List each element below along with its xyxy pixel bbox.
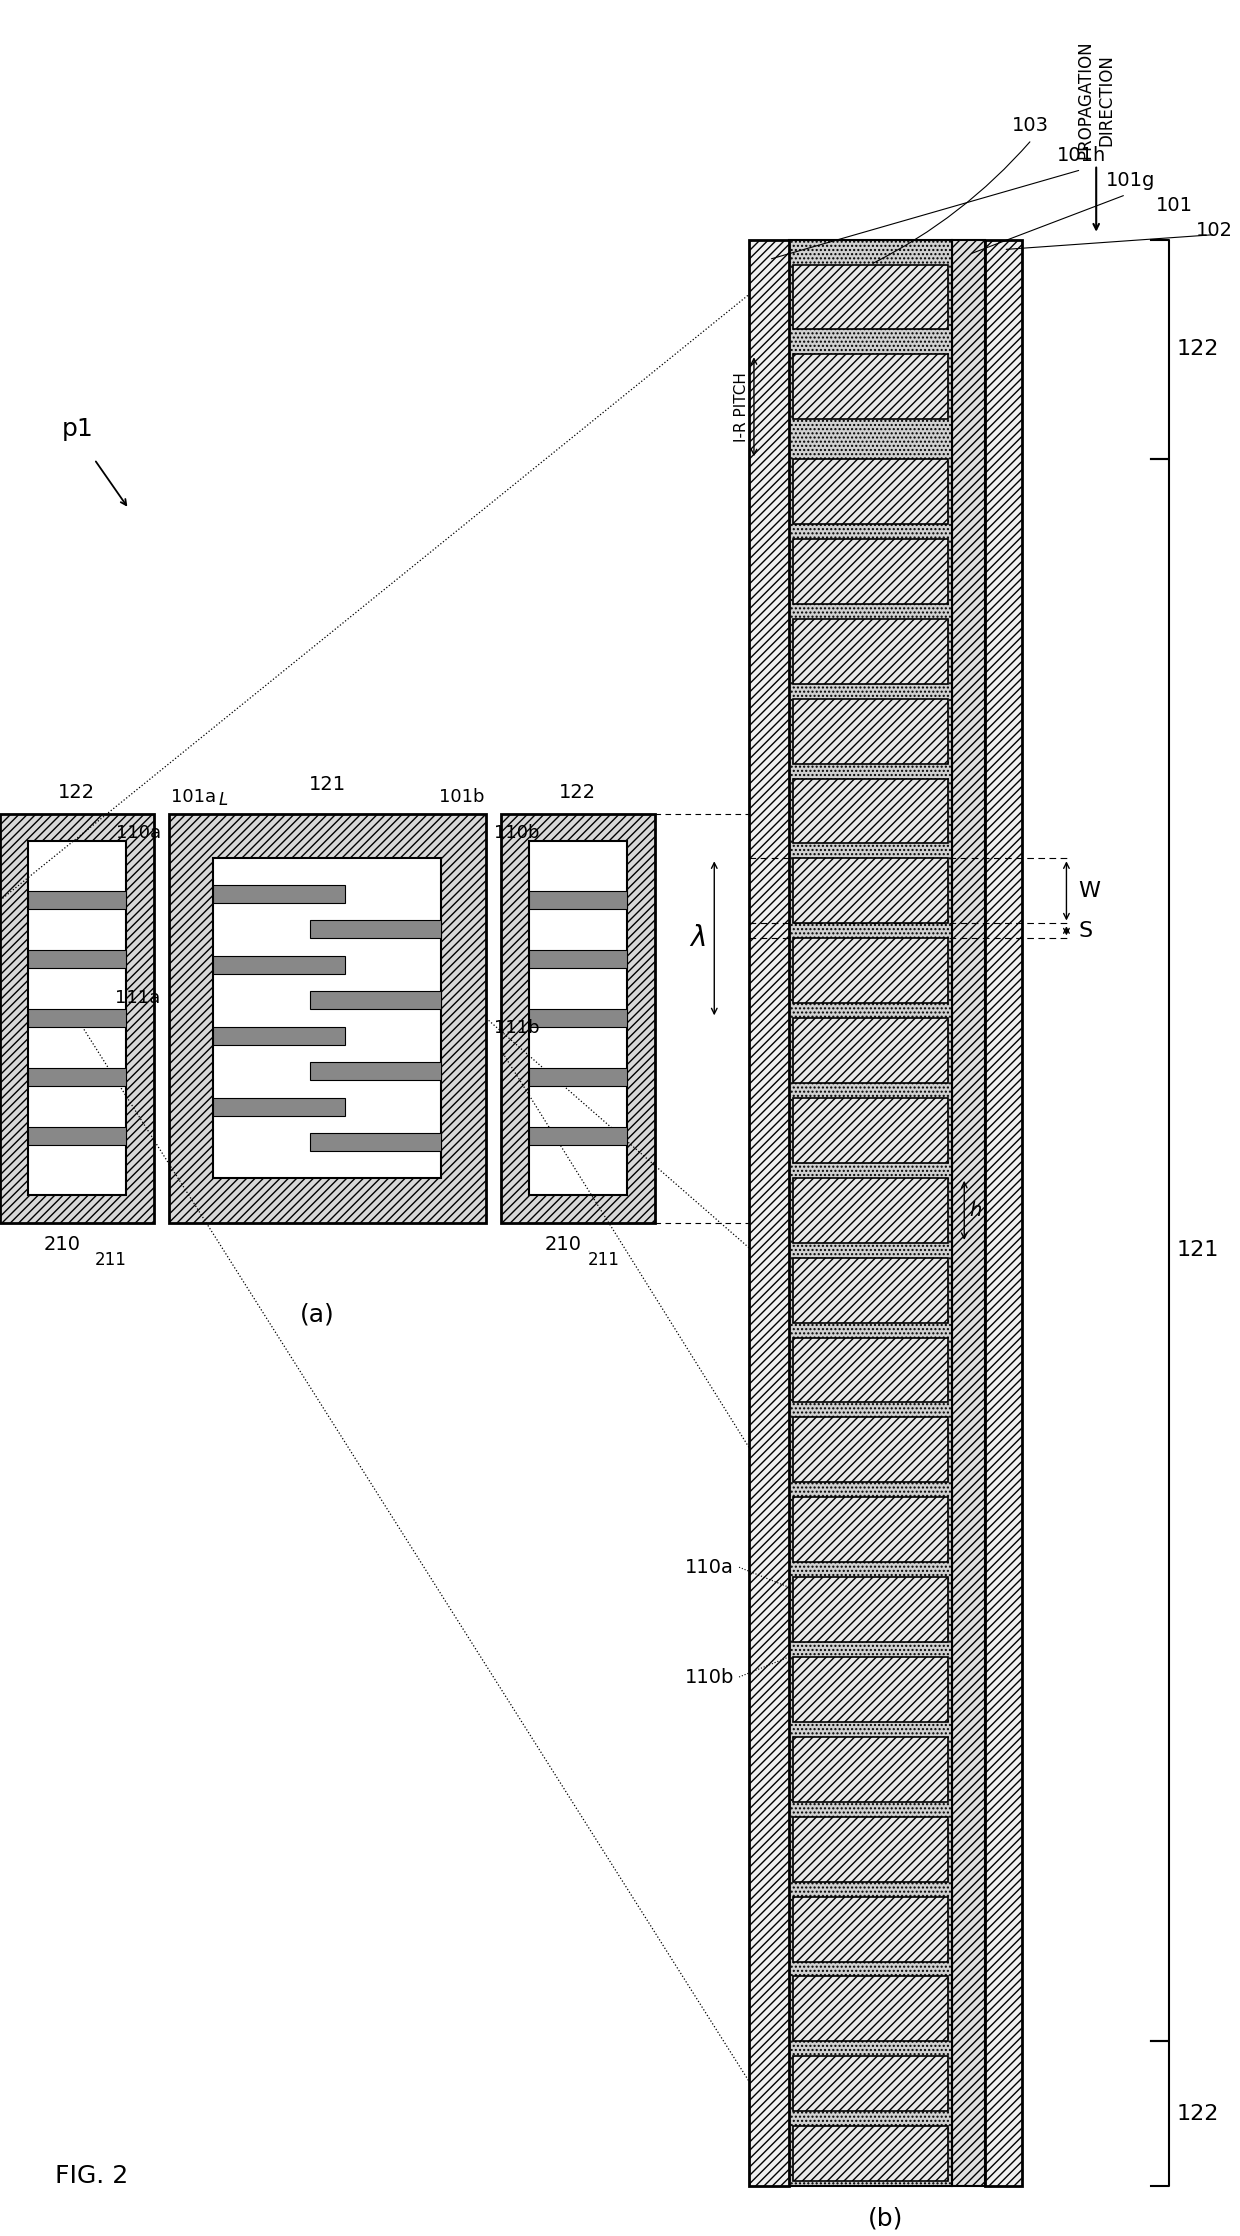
Bar: [792, 1818, 949, 1883]
Bar: [27, 1069, 126, 1087]
Bar: [528, 1008, 627, 1026]
Text: 110a: 110a: [686, 1558, 734, 1576]
Text: S: S: [1079, 921, 1092, 941]
Bar: [27, 1127, 126, 1145]
Text: 110b: 110b: [684, 1668, 734, 1686]
Text: h: h: [970, 1201, 982, 1221]
Bar: [749, 239, 789, 2187]
Bar: [792, 264, 949, 329]
Bar: [792, 1737, 949, 1802]
Text: 101h: 101h: [1056, 145, 1106, 165]
Bar: [169, 814, 486, 1223]
Bar: [310, 921, 441, 939]
Bar: [792, 2057, 949, 2111]
Bar: [528, 841, 627, 1194]
Text: W: W: [1079, 881, 1100, 901]
Text: 211: 211: [94, 1250, 126, 1268]
Text: 121: 121: [309, 774, 346, 794]
Text: 122: 122: [1177, 2104, 1219, 2124]
Bar: [528, 1069, 627, 1087]
Bar: [985, 239, 1022, 2187]
Bar: [792, 1576, 949, 1641]
Bar: [528, 892, 627, 910]
Bar: [310, 1134, 441, 1152]
Text: 111b: 111b: [494, 1020, 539, 1038]
Bar: [792, 458, 949, 523]
Text: 101: 101: [1156, 195, 1193, 215]
Bar: [213, 859, 441, 1178]
Text: 122: 122: [1177, 340, 1219, 360]
Bar: [792, 1657, 949, 1722]
Bar: [792, 353, 949, 420]
Bar: [213, 885, 345, 903]
Text: 102: 102: [1195, 221, 1233, 239]
Bar: [792, 1896, 949, 1961]
Bar: [27, 950, 126, 968]
Text: 121: 121: [1177, 1241, 1219, 1261]
Text: 210: 210: [43, 1234, 81, 1254]
Text: FIG. 2: FIG. 2: [55, 2164, 128, 2189]
Text: (b): (b): [868, 2207, 903, 2229]
Bar: [792, 619, 949, 684]
Bar: [792, 1098, 949, 1163]
Text: 111a: 111a: [115, 988, 161, 1006]
Bar: [310, 991, 441, 1008]
Text: (a): (a): [300, 1304, 335, 1326]
Bar: [792, 1337, 949, 1402]
Bar: [792, 1418, 949, 1482]
Bar: [789, 239, 952, 2187]
Bar: [792, 539, 949, 604]
Bar: [27, 892, 126, 910]
Text: PROPAGATION
DIRECTION: PROPAGATION DIRECTION: [1076, 40, 1116, 159]
Text: 211: 211: [588, 1250, 620, 1268]
Bar: [310, 1062, 441, 1080]
Bar: [528, 950, 627, 968]
Text: p1: p1: [62, 418, 93, 440]
Bar: [792, 939, 949, 1004]
Text: I-R PITCH: I-R PITCH: [734, 371, 749, 443]
Text: 101a: 101a: [171, 787, 216, 805]
Bar: [792, 1498, 949, 1563]
Bar: [213, 1026, 345, 1044]
Bar: [501, 814, 655, 1223]
Text: 101g: 101g: [1106, 170, 1156, 190]
Text: 210: 210: [544, 1234, 582, 1254]
Bar: [792, 1017, 949, 1082]
Bar: [0, 814, 154, 1223]
Bar: [27, 841, 126, 1194]
Text: 101b: 101b: [439, 787, 484, 805]
Text: λ: λ: [689, 923, 707, 953]
Text: 103: 103: [1012, 116, 1049, 134]
Text: 110a: 110a: [115, 823, 161, 841]
Bar: [792, 778, 949, 843]
Bar: [792, 700, 949, 765]
Text: 110b: 110b: [494, 823, 539, 841]
Bar: [792, 1259, 949, 1324]
Bar: [792, 1178, 949, 1243]
Bar: [952, 239, 985, 2187]
Text: 122: 122: [559, 783, 596, 800]
Bar: [792, 2126, 949, 2180]
Bar: [213, 957, 345, 975]
Text: 122: 122: [58, 783, 95, 800]
Bar: [27, 1008, 126, 1026]
Bar: [528, 1127, 627, 1145]
Bar: [792, 859, 949, 923]
Bar: [792, 1977, 949, 2041]
Text: L: L: [218, 792, 227, 809]
Bar: [213, 1098, 345, 1116]
